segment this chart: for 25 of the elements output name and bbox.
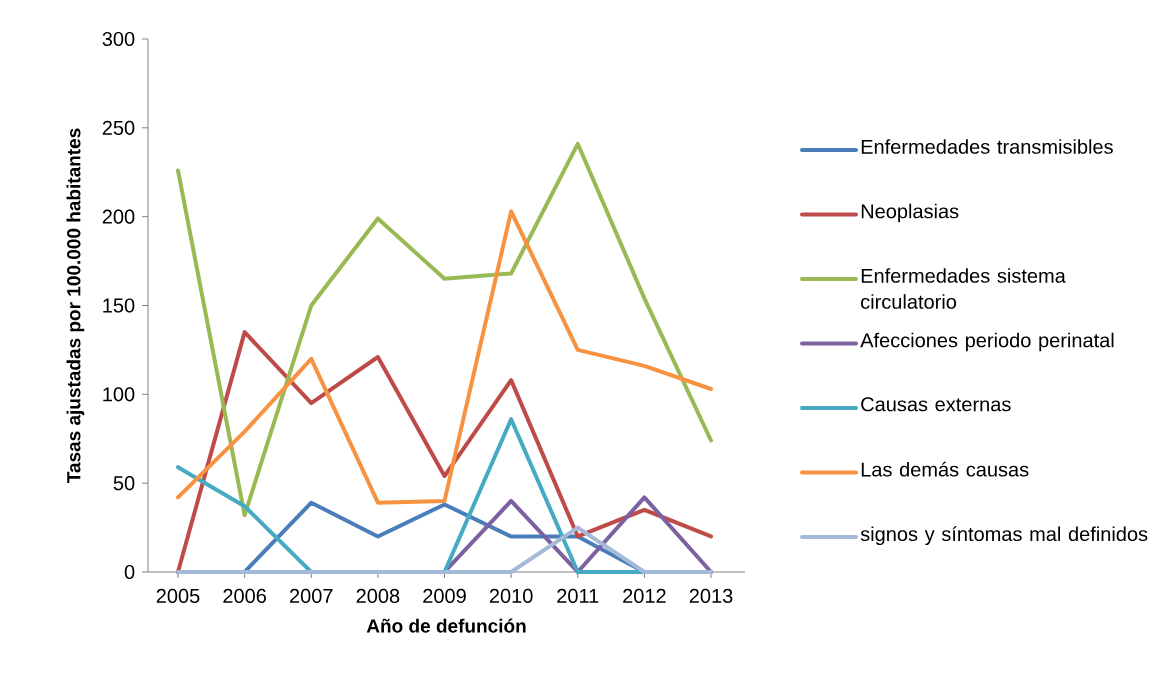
y-tick-label: 300: [102, 31, 135, 47]
legend-label: Las demás causas: [861, 461, 1029, 477]
legend-label: Neoplasias: [861, 203, 959, 223]
x-tick-label: 2005: [156, 588, 200, 604]
x-tick-label: 2013: [689, 588, 733, 604]
legend-label: Enfermedades sistema circulatorio: [861, 268, 1066, 309]
y-tick-label: 0: [124, 564, 135, 580]
legend-label: Causas externas: [861, 397, 1011, 412]
x-tick-label: 2010: [489, 588, 533, 604]
y-axis-title: Tasas ajustadas por 100.000 habitantes: [66, 128, 85, 484]
y-tick-label: 150: [103, 298, 135, 313]
x-tick-label: 2007: [290, 588, 333, 604]
y-tick-label: 50: [113, 476, 135, 491]
x-tick-label: 2008: [356, 588, 400, 604]
x-tick-label: 2009: [423, 588, 466, 604]
x-axis-title: Año de defunción: [366, 618, 526, 633]
y-tick-label: 200: [102, 209, 135, 224]
y-tick-label: 100: [103, 387, 135, 402]
y-tick-label: 250: [102, 120, 135, 135]
x-tick-label: 2006: [223, 588, 266, 604]
legend-label: Enfermedades transmisibles: [861, 139, 1113, 154]
x-tick-label: 2011: [557, 588, 599, 604]
legend-label: signos y síntomas mal definidos: [860, 526, 1148, 546]
x-tick-label: 2012: [623, 588, 666, 604]
legend-label: Afecciones periodo perinatal: [860, 332, 1114, 352]
